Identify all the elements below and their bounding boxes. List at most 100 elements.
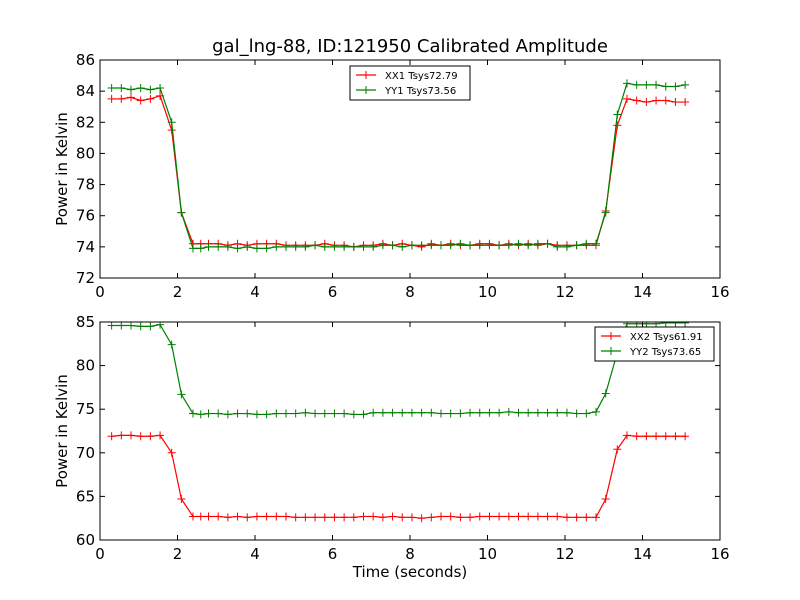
data-point: [601, 389, 610, 398]
series-line-1: [111, 95, 686, 248]
data-point: [272, 512, 281, 521]
legend-marker: [607, 347, 615, 355]
data-point: [127, 431, 135, 440]
data-point: [167, 448, 176, 457]
data-point: [388, 241, 397, 250]
data-point: [311, 513, 320, 522]
data-point: [661, 432, 670, 441]
data-point: [136, 84, 145, 93]
data-point: [196, 512, 205, 521]
data-point: [671, 432, 680, 441]
data-point: [388, 512, 397, 521]
data-point: [233, 409, 242, 418]
data-point: [533, 408, 542, 417]
data-point: [233, 512, 242, 521]
y-tick-label: 84: [76, 82, 95, 100]
legend-marker: [607, 332, 615, 340]
x-tick-label: 6: [328, 545, 338, 563]
data-point: [156, 431, 165, 440]
x-tick-label: 10: [478, 283, 497, 301]
data-point: [407, 241, 416, 250]
x-tick-label: 2: [173, 545, 183, 563]
data-point: [291, 513, 300, 522]
data-point: [233, 244, 242, 253]
data-point: [252, 512, 261, 521]
data-point: [177, 390, 186, 399]
data-point: [632, 80, 641, 89]
x-tick-label: 8: [405, 545, 415, 563]
data-point: [189, 512, 197, 521]
data-point: [398, 513, 407, 522]
data-point: [146, 85, 155, 94]
data-point: [514, 408, 523, 417]
data-point: [572, 241, 581, 250]
data-point: [117, 84, 126, 93]
y-tick-label: 72: [76, 269, 95, 287]
x-tick-label: 12: [555, 545, 574, 563]
data-point: [543, 239, 552, 248]
data-point: [613, 110, 622, 119]
data-point: [475, 512, 484, 521]
data-point: [243, 513, 252, 522]
data-point: [504, 407, 513, 416]
data-point: [582, 513, 591, 522]
data-point: [301, 242, 310, 251]
data-point: [661, 96, 670, 105]
data-point: [136, 322, 145, 331]
data-point: [214, 409, 223, 418]
data-point: [340, 513, 349, 522]
y-tick-label: 75: [76, 400, 95, 418]
x-tick-label: 6: [328, 283, 338, 301]
data-point: [127, 85, 135, 94]
data-point: [311, 409, 320, 418]
x-tick-label: 14: [633, 545, 652, 563]
data-point: [320, 513, 329, 522]
data-point: [196, 244, 205, 253]
data-point: [553, 242, 562, 251]
data-point: [301, 408, 310, 417]
data-point: [623, 322, 631, 328]
y-tick-label: 60: [76, 531, 95, 549]
data-point: [378, 408, 387, 417]
data-point: [204, 242, 213, 251]
data-point: [652, 322, 661, 328]
data-point: [572, 513, 581, 522]
data-point: [243, 242, 252, 251]
data-point: [272, 409, 281, 418]
data-point: [349, 242, 358, 251]
data-point: [681, 432, 690, 441]
data-point: [117, 322, 126, 330]
data-point: [613, 121, 622, 130]
data-point: [243, 409, 252, 418]
y-tick-label: 82: [76, 113, 95, 131]
y-tick-label: 85: [76, 313, 95, 331]
data-point: [262, 512, 271, 521]
data-point: [642, 80, 651, 89]
data-point: [671, 82, 680, 91]
data-point: [349, 513, 358, 522]
data-point: [514, 512, 523, 521]
data-point: [291, 409, 300, 418]
legend-marker: [362, 86, 370, 94]
data-point: [671, 98, 680, 107]
data-point: [117, 431, 126, 440]
data-point: [117, 94, 126, 103]
data-point: [156, 322, 165, 329]
data-point: [369, 408, 378, 417]
data-point: [136, 96, 145, 105]
data-point: [359, 512, 368, 521]
data-point: [359, 242, 368, 251]
data-point: [553, 512, 562, 521]
data-point: [177, 495, 186, 504]
chart-title: gal_lng-88, ID:121950 Calibrated Amplitu…: [212, 36, 608, 57]
data-point: [282, 409, 290, 418]
data-point: [601, 495, 610, 504]
data-point: [359, 410, 368, 419]
data-point: [562, 408, 571, 417]
data-point: [177, 208, 186, 217]
data-point: [524, 241, 533, 250]
data-point: [437, 409, 445, 418]
data-point: [417, 408, 426, 417]
data-point: [456, 513, 465, 522]
